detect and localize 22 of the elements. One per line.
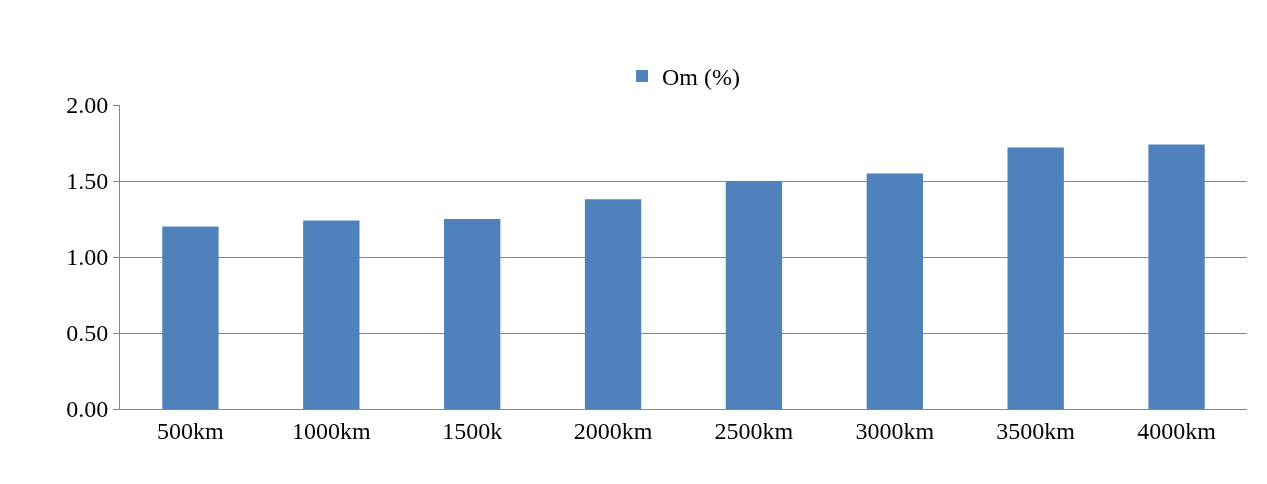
x-tick-label: 4000km [1137, 417, 1217, 444]
x-tick-label: 500km [157, 417, 225, 444]
bar [444, 219, 501, 409]
bar [725, 181, 783, 409]
bar [584, 199, 642, 409]
bar [1007, 147, 1064, 409]
x-tick-label: 1000km [291, 417, 371, 444]
x-tick-label: 1500k [442, 417, 503, 444]
y-tick-label: 0.50 [66, 320, 109, 347]
bar [303, 220, 360, 409]
legend-label: Om (%) [662, 64, 740, 91]
y-tick-label: 1.50 [66, 168, 109, 195]
y-tick-label: 1.00 [66, 244, 109, 271]
x-tick-label: 3000km [855, 417, 935, 444]
bar [1148, 144, 1205, 409]
x-tick-label: 2000km [573, 417, 653, 444]
y-tick-label: 0.00 [66, 396, 109, 423]
bar [866, 173, 923, 409]
x-tick-label: 2500km [714, 417, 794, 444]
bar [162, 226, 219, 409]
y-tick-label: 2.00 [66, 92, 109, 119]
x-tick-label: 3500km [996, 417, 1076, 444]
